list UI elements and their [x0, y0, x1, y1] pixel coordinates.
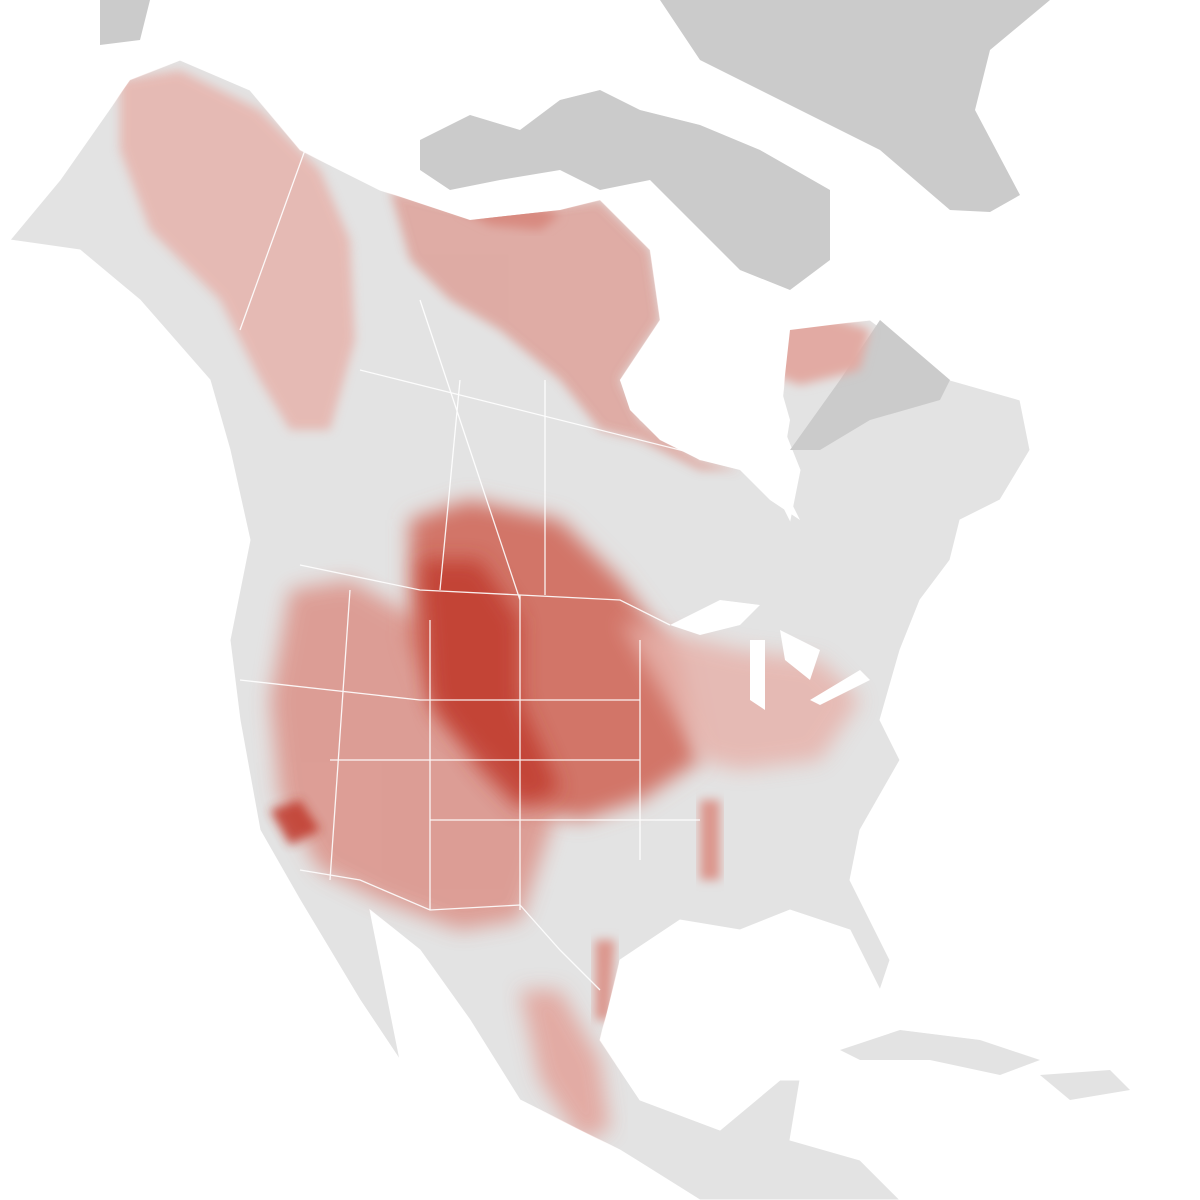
alaska-border — [239, 149, 306, 331]
abundance-mexico — [520, 990, 610, 1140]
arctic-island — [100, 0, 150, 45]
hispaniola — [1040, 1070, 1130, 1100]
us-mexico-border — [299, 869, 601, 991]
labrador-no-data — [790, 320, 950, 450]
abundance-layer — [120, 70, 870, 1140]
abundance-mississippi — [700, 800, 720, 880]
abundance-arctic-canada — [390, 190, 740, 470]
cuba — [840, 1030, 1040, 1075]
great-lakes — [670, 600, 870, 710]
abundance-texas — [595, 940, 615, 1020]
abundance-california — [270, 800, 320, 845]
state-borders — [239, 299, 721, 910]
abundance-alaska-yukon — [120, 70, 355, 430]
borders — [239, 149, 721, 991]
arctic-island — [420, 90, 830, 290]
hudson-bay — [620, 320, 800, 520]
abundance-core — [420, 560, 560, 810]
greenland — [660, 0, 1050, 212]
